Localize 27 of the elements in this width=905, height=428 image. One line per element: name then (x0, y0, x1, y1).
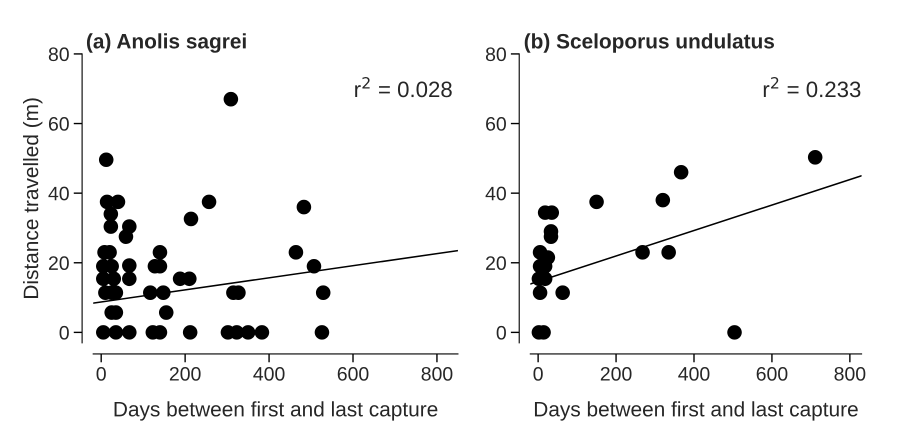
x-axis-title: Days between first and last capture (114, 401, 438, 421)
x-tick-label: 200 (170, 366, 201, 381)
x-tick-label: 0 (533, 366, 543, 381)
x-tick-label: 200 (600, 366, 632, 381)
y-tick-label: 40 (486, 186, 506, 200)
x-tick-label: 600 (756, 366, 788, 381)
y-axis-title: Distance travelled (m) (23, 98, 42, 298)
y-tick-label: 80 (486, 47, 506, 62)
y-tick-label: 80 (48, 47, 69, 62)
chart-title: (b) Sceloporus undulatus (524, 33, 774, 53)
annotation: r$^{2}$ = 0.028 (355, 77, 452, 98)
x-tick-label: 800 (422, 366, 452, 381)
y-tick-label: 20 (48, 256, 69, 270)
annotation: r$^{2}$ = 0.233 (764, 77, 860, 98)
x-tick-label: 600 (338, 366, 368, 381)
x-tick-label: 400 (678, 366, 710, 381)
y-tick-label: 40 (48, 186, 69, 200)
x-axis-title: Days between first and last capture (534, 401, 858, 421)
y-tick-label: 60 (48, 117, 69, 131)
x-tick-label: 0 (96, 366, 106, 381)
y-tick-label: 60 (486, 117, 506, 131)
chart-title: (a) Anolis sagrei (86, 33, 246, 53)
x-tick-label: 800 (834, 366, 866, 381)
y-tick-label: 0 (496, 326, 506, 340)
y-tick-label: 0 (60, 326, 69, 340)
x-tick-label: 400 (253, 366, 285, 381)
y-tick-label: 20 (486, 256, 506, 270)
